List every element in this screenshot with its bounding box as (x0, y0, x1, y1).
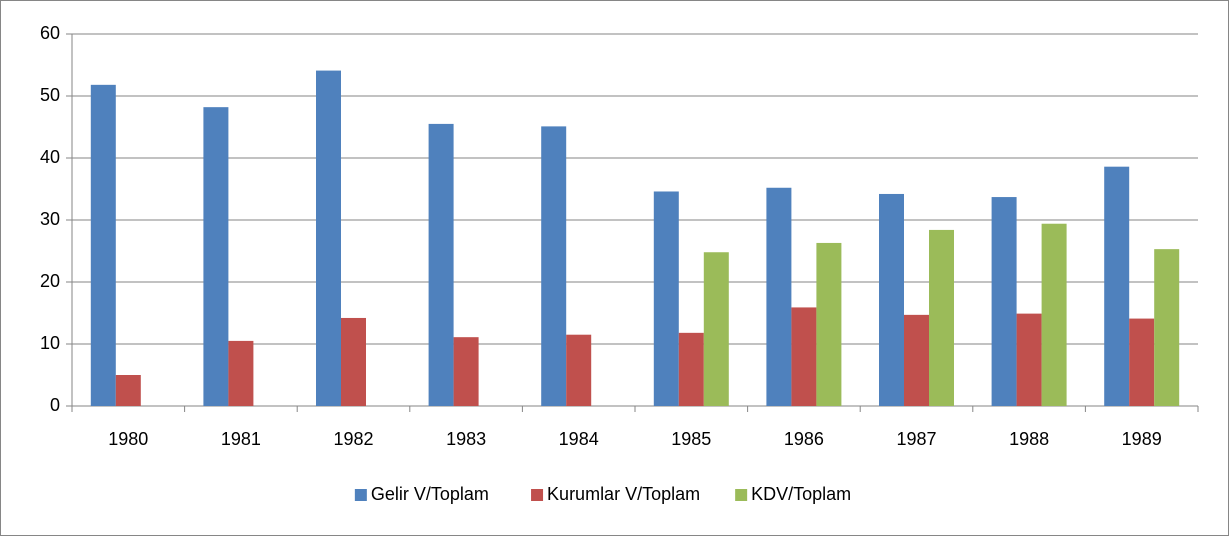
bar (115, 375, 141, 406)
y-tick-label: 20 (40, 271, 60, 291)
y-tick-label: 30 (40, 209, 60, 229)
bar (766, 187, 792, 406)
bar (678, 332, 704, 406)
x-tick-label: 1988 (1009, 429, 1049, 449)
bar (1129, 318, 1155, 406)
bar (816, 242, 842, 406)
bar (541, 126, 567, 406)
legend-label: KDV/Toplam (751, 484, 851, 504)
bar (703, 252, 729, 406)
legend-label: Gelir V/Toplam (371, 484, 489, 504)
legend-swatch (531, 489, 544, 501)
x-tick-label: 1983 (446, 429, 486, 449)
bar (428, 123, 454, 407)
bar (341, 317, 366, 406)
x-tick-label: 1985 (671, 429, 711, 449)
bar (316, 70, 341, 406)
bar (1016, 313, 1042, 406)
bar (228, 340, 254, 406)
x-tick-label: 1989 (1122, 429, 1162, 449)
bar (791, 307, 817, 406)
x-tick-label: 1986 (784, 429, 824, 449)
bar (90, 84, 116, 406)
y-tick-label: 10 (40, 333, 60, 353)
x-tick-label: 1987 (896, 429, 936, 449)
legend-swatch (735, 489, 748, 501)
bar (566, 334, 592, 406)
bar (1154, 249, 1180, 406)
y-tick-label: 50 (40, 85, 60, 105)
bar (1041, 223, 1067, 406)
legend-swatch (354, 489, 367, 501)
bar (203, 107, 229, 406)
x-tick-label: 1980 (108, 429, 148, 449)
y-tick-label: 40 (40, 147, 60, 167)
y-tick-label: 0 (50, 395, 60, 415)
bar (453, 337, 479, 406)
bar (879, 193, 904, 406)
x-tick-label: 1981 (221, 429, 261, 449)
x-tick-label: 1982 (333, 429, 373, 449)
bar (929, 229, 954, 406)
bar (991, 197, 1017, 406)
legend-label: Kurumlar V/Toplam (547, 484, 700, 504)
y-tick-label: 60 (40, 23, 60, 43)
bar (904, 314, 929, 406)
bar (1104, 166, 1130, 406)
x-tick-label: 1984 (559, 429, 599, 449)
bar (653, 191, 679, 406)
